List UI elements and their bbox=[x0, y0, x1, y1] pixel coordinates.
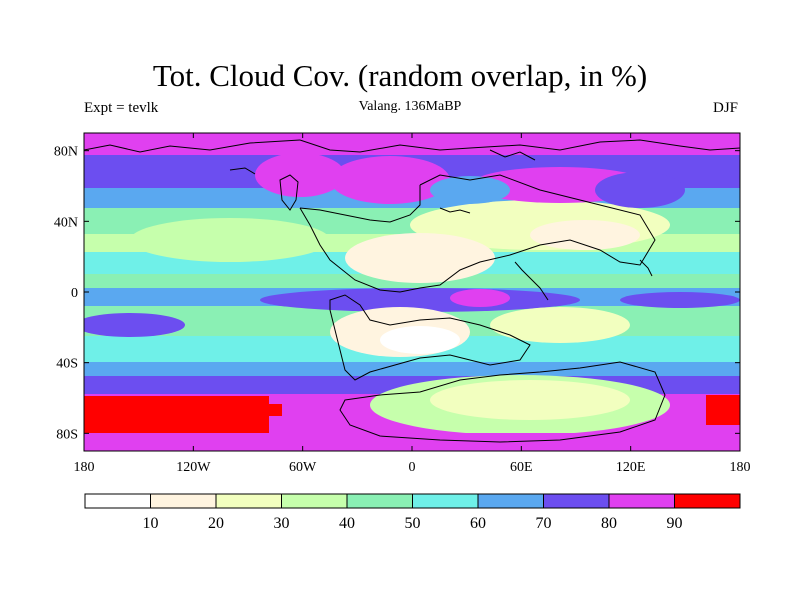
coastline bbox=[329, 294, 531, 381]
colorbar-label: 70 bbox=[536, 515, 552, 532]
coastline bbox=[489, 149, 536, 161]
lon-tick-label: 120E bbox=[616, 460, 646, 475]
coastlines bbox=[84, 139, 740, 443]
colorbar-box bbox=[346, 493, 413, 509]
colorbar-box bbox=[608, 493, 675, 509]
lon-tick-label: 0 bbox=[409, 460, 416, 475]
lon-tick-label: 180 bbox=[74, 460, 95, 475]
season-label: DJF bbox=[712, 100, 738, 116]
lon-tick-label: 60E bbox=[510, 460, 533, 475]
colorbar-label: 90 bbox=[667, 515, 683, 532]
colorbar-label: 40 bbox=[339, 515, 355, 532]
colorbar: 10 20 30 40 50 60 70 80 90 bbox=[84, 493, 741, 532]
cloud-patch bbox=[595, 172, 685, 208]
colorbar-label: 30 bbox=[274, 515, 290, 532]
colorbar-label: 80 bbox=[601, 515, 617, 532]
lat-tick-label: 80S bbox=[56, 427, 78, 442]
colorbar-box bbox=[150, 493, 217, 509]
map-title: Tot. Cloud Cov. (random overlap, in %) bbox=[152, 58, 648, 93]
coastline bbox=[229, 167, 256, 175]
lon-tick-label: 180 bbox=[730, 460, 751, 475]
coastline bbox=[339, 361, 666, 443]
lon-tick-label: 120W bbox=[176, 460, 211, 475]
colorbar-box bbox=[477, 493, 544, 509]
colorbar-box bbox=[281, 493, 348, 509]
map-axes: 80N 40N 0 40S 80S 180 120W 60W 0 60E 120E 180 bbox=[54, 133, 751, 475]
lat-tick-label: 80N bbox=[54, 145, 78, 160]
coastline bbox=[279, 174, 299, 211]
colorbar-box bbox=[215, 493, 282, 509]
cloud-band bbox=[84, 133, 740, 155]
cloud-patch bbox=[268, 404, 282, 416]
colorbar-box bbox=[543, 493, 610, 509]
cloud-patch bbox=[430, 176, 510, 204]
map-field bbox=[84, 133, 740, 451]
cloud-patch bbox=[430, 380, 630, 420]
lat-tick-label: 0 bbox=[71, 286, 78, 301]
cloud-patch bbox=[706, 395, 740, 425]
lon-tick-label: 60W bbox=[289, 460, 317, 475]
colorbar-label: 10 bbox=[143, 515, 159, 532]
coastline bbox=[439, 207, 471, 214]
cloud-band bbox=[84, 362, 740, 376]
lat-tick-label: 40N bbox=[54, 215, 78, 230]
experiment-label: Expt = tevlk bbox=[84, 100, 159, 116]
colorbar-box bbox=[84, 493, 151, 509]
colorbar-label: 50 bbox=[405, 515, 421, 532]
coastline bbox=[299, 174, 656, 293]
colorbar-box bbox=[412, 493, 479, 509]
coastline bbox=[299, 139, 740, 153]
cloud-patch bbox=[620, 292, 740, 308]
colorbar-label: 60 bbox=[470, 515, 486, 532]
map-subtitle: Valang. 136MaBP bbox=[358, 99, 462, 114]
coastline bbox=[514, 261, 549, 301]
cloud-patch bbox=[330, 156, 450, 204]
coastline bbox=[84, 139, 301, 153]
colorbar-box bbox=[674, 493, 741, 509]
cloud-patch bbox=[380, 326, 460, 354]
lat-tick-label: 40S bbox=[56, 357, 78, 372]
colorbar-label: 20 bbox=[208, 515, 224, 532]
cloud-patch bbox=[450, 289, 510, 307]
coastline bbox=[639, 259, 653, 277]
cloud-patch bbox=[490, 307, 630, 343]
coastline bbox=[299, 185, 421, 223]
cloud-patch bbox=[255, 153, 345, 197]
cloud-patch bbox=[130, 218, 330, 262]
cloud-patch bbox=[345, 233, 495, 283]
cloud-patch bbox=[84, 313, 185, 337]
